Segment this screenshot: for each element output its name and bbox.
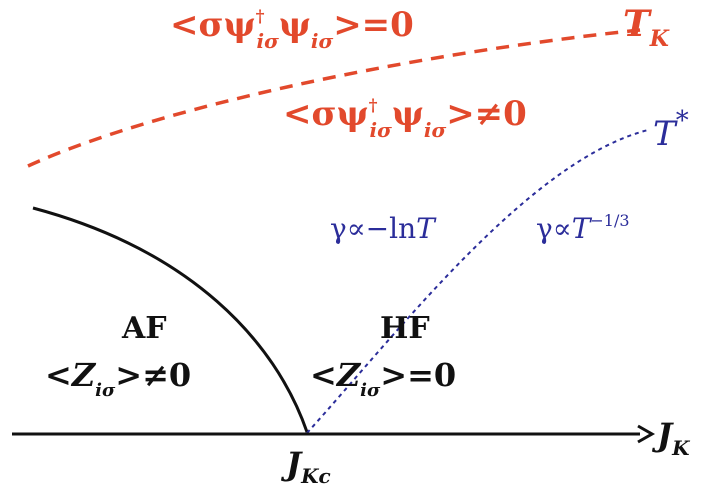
- label-z-hf: <Ziσ>=0: [310, 356, 456, 401]
- label-jk-axis: JK: [651, 416, 691, 460]
- jk-axis-arrowhead: [637, 424, 656, 444]
- label-top-expectation-zero: <σψ† iσψiσ>=0: [170, 5, 414, 53]
- label-gamma-log: γ∝−lnT: [330, 212, 437, 245]
- label-hf-phase: HF: [380, 311, 430, 346]
- af-phase-boundary: [32, 206, 309, 433]
- label-jkc: JKc: [280, 445, 331, 488]
- label-z-af: <Ziσ>≠0: [45, 356, 191, 401]
- tstar-crossover-curve: [306, 129, 649, 434]
- label-tk: TK: [623, 3, 670, 52]
- label-mid-expectation-nonzero: <σψ† iσψiσ>≠0: [283, 94, 527, 142]
- label-af-phase: AF: [121, 311, 167, 346]
- tk-crossover-curve: [27, 28, 641, 168]
- label-gamma-power: γ∝T−1/3: [536, 211, 630, 245]
- label-tstar: T*: [653, 106, 689, 154]
